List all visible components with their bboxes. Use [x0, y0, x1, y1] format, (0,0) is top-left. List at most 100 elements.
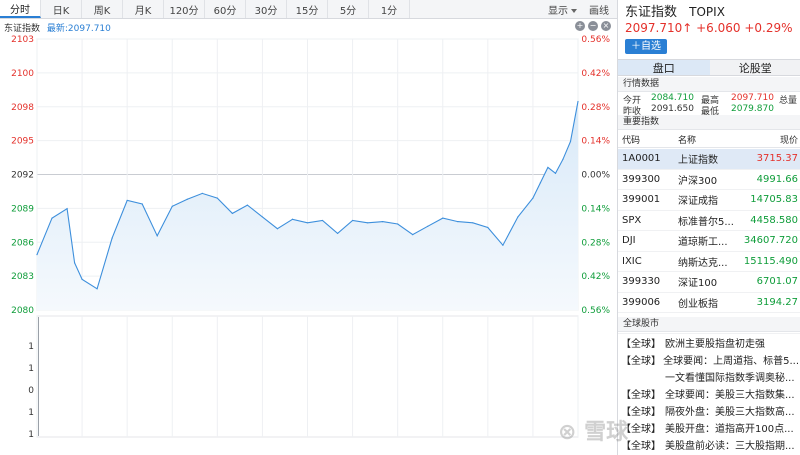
- percent-tick-label: 0.56%: [581, 306, 610, 316]
- news-item[interactable]: 一文看懂国际指数季调奥秘...: [621, 368, 799, 385]
- price-point: [472, 222, 474, 224]
- price-point: [231, 212, 233, 214]
- index-value: 3715.37: [756, 153, 798, 165]
- percent-tick-label: 0.14%: [581, 204, 610, 214]
- tab-1min[interactable]: 1分: [369, 0, 410, 18]
- index-row[interactable]: 399006 创业板指 3194.27: [618, 293, 800, 313]
- index-name: 上证指数: [678, 155, 718, 167]
- index-section-header: 重要指数: [618, 115, 800, 130]
- tab-daily-k[interactable]: 日K: [41, 0, 82, 18]
- index-row[interactable]: DJI 道琼斯工... 34607.720: [618, 231, 800, 252]
- tab-monthly-k[interactable]: 月K: [123, 0, 164, 18]
- index-row[interactable]: 399300 沪深300 4991.66: [618, 170, 800, 190]
- price-point: [502, 244, 504, 246]
- news-title: 全球要闻：美股三大指数集...: [665, 390, 795, 401]
- price-point: [291, 218, 294, 220]
- tab-5min[interactable]: 5分: [328, 0, 369, 18]
- tab-30min[interactable]: 30分: [246, 0, 287, 18]
- panel-tabs: 盘口 论股堂: [618, 59, 800, 76]
- tab-weekly-k[interactable]: 周K: [82, 0, 123, 18]
- price-point: [246, 204, 248, 206]
- tab-15min[interactable]: 15分: [287, 0, 328, 18]
- news-item[interactable]: 【全球】 欧洲主要股指盘初走强: [621, 334, 799, 351]
- index-row[interactable]: 399001 深证成指 14705.83: [618, 190, 800, 211]
- stock-code: TOPIX: [689, 5, 725, 19]
- stock-header: 东证指数 TOPIX: [625, 1, 725, 20]
- chart-header: 东证指数 最新:2097.710: [4, 21, 111, 34]
- price-point: [397, 223, 399, 225]
- price-point: [577, 100, 579, 103]
- stock-quote: 2097.710↑ +6.060 +0.29%: [625, 21, 793, 35]
- tab-120min[interactable]: 120分: [164, 0, 205, 18]
- draw-line-button[interactable]: 画线: [589, 5, 609, 17]
- price-point: [51, 217, 53, 219]
- chart-controls: + − ×: [575, 21, 611, 31]
- price-point: [141, 203, 143, 205]
- tab-forum[interactable]: 论股堂: [709, 60, 800, 75]
- news-item[interactable]: 【全球】 美股开盘：道指高开100点...: [621, 419, 799, 436]
- chart-canvas: 2103 0.56% 2100 0.42% 2098 0.28% 2095 0.14% 2092…: [11, 35, 610, 440]
- col-code: 代码: [622, 135, 641, 146]
- news-tag: 【全球】: [621, 390, 661, 401]
- close-icon[interactable]: ×: [601, 21, 611, 31]
- index-row[interactable]: IXIC 纳斯达克... 15115.490: [618, 252, 800, 272]
- low-value: 2079.870: [731, 104, 774, 114]
- price-point: [321, 219, 324, 222]
- tab-60min[interactable]: 60分: [205, 0, 246, 18]
- price-area-fill: [37, 101, 578, 311]
- price-point: [216, 197, 218, 199]
- index-value: 3194.27: [756, 296, 798, 308]
- price-point: [66, 208, 68, 210]
- price-point: [81, 278, 83, 280]
- add-watchlist-button[interactable]: ＋自选: [625, 39, 667, 54]
- price-point: [427, 225, 429, 227]
- price-point: [306, 222, 309, 224]
- price-point: [111, 237, 113, 239]
- news-item[interactable]: 【全球】 全球要闻：美股三大指数集...: [621, 385, 799, 402]
- price-point: [171, 205, 173, 207]
- price-point: [487, 226, 489, 229]
- news-title: 欧洲主要股指盘初走强: [665, 339, 765, 350]
- percent-tick-label: 0.14%: [581, 137, 610, 147]
- percent-tick-label: 0.42%: [581, 69, 610, 79]
- tab-intraday[interactable]: 分时: [0, 0, 41, 18]
- index-value: 4458.580: [750, 214, 798, 226]
- news-title: 一文看懂国际指数季调奥秘...: [665, 373, 795, 384]
- index-code: 399330: [622, 276, 661, 288]
- index-table-header: 代码 名称 现价: [618, 131, 800, 148]
- index-row[interactable]: 1A0001 上证指数 3715.37: [618, 149, 800, 170]
- index-value: 4991.66: [756, 173, 798, 185]
- price-point: [562, 158, 564, 160]
- low-label: 最低: [701, 107, 720, 117]
- price-point: [547, 166, 549, 169]
- price-point: [367, 222, 369, 224]
- zoom-in-icon[interactable]: +: [575, 21, 585, 31]
- percent-tick-label: 0.28%: [581, 238, 610, 248]
- news-item[interactable]: 【全球】 全球要闻：上周道指、标普5...: [621, 351, 799, 368]
- open-label: 今开: [623, 96, 642, 106]
- price-point: [261, 216, 264, 218]
- price-point: [126, 199, 128, 202]
- total-label: 总量: [779, 96, 798, 106]
- index-code: 1A0001: [622, 153, 661, 165]
- news-item[interactable]: 【全球】 美股盘前必读：三大股指期...: [621, 436, 799, 453]
- index-code: 399006: [622, 296, 661, 308]
- volume-tick-label: 1: [28, 408, 34, 418]
- price-tick-label: 2080: [11, 306, 34, 316]
- news-item[interactable]: 【全球】 隔夜外盘：美股三大指数高...: [621, 402, 799, 419]
- chart-title: 东证指数: [4, 24, 41, 34]
- latest-price: 最新:2097.710: [46, 24, 111, 34]
- volume-tick-label: 1: [28, 364, 34, 374]
- index-value: 34607.720: [743, 235, 798, 247]
- index-name: 纳斯达克...: [678, 257, 728, 269]
- tab-order-book[interactable]: 盘口: [618, 60, 710, 75]
- index-row[interactable]: SPX 标准普尔5... 4458.580: [618, 211, 800, 231]
- intraday-chart: 2103 0.56% 2100 0.42% 2098 0.28% 2095 0.14% 2092…: [0, 19, 617, 455]
- price-point: [336, 232, 339, 235]
- zoom-out-icon[interactable]: −: [588, 21, 598, 31]
- index-name: 沪深300: [678, 175, 718, 187]
- index-code: SPX: [622, 214, 642, 226]
- display-menu[interactable]: 显示: [548, 2, 577, 17]
- quote-row-2: 昨收 2091.650 最低 2079.870: [623, 104, 777, 117]
- index-row[interactable]: 399330 深证100 6701.07: [618, 272, 800, 293]
